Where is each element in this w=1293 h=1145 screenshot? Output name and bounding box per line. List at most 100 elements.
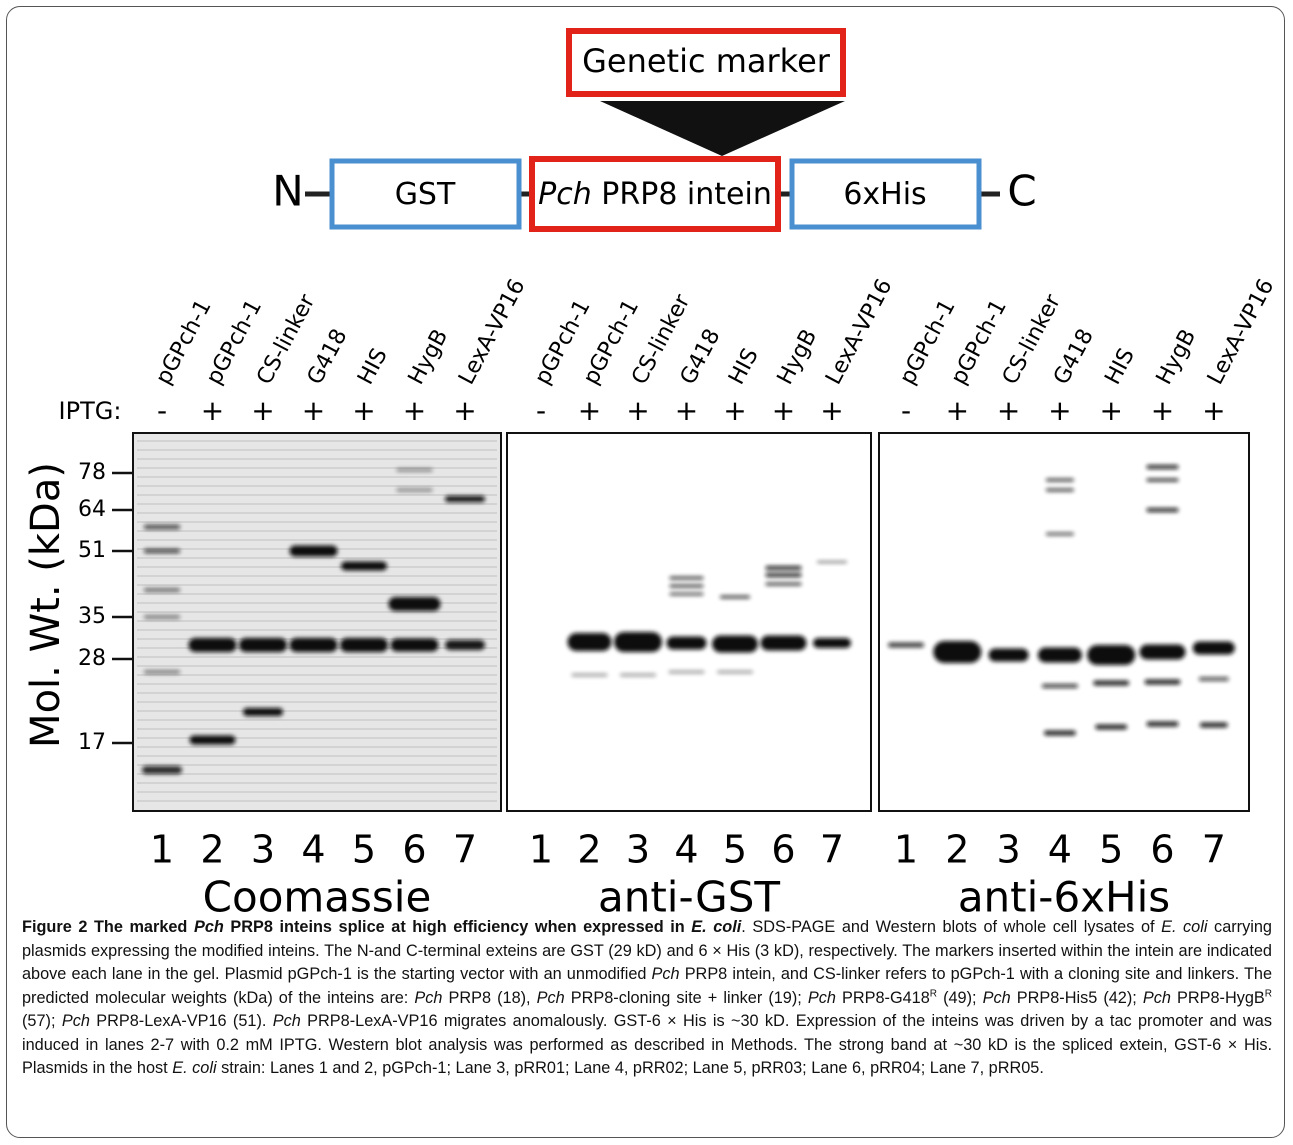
gel-band bbox=[189, 735, 236, 745]
iptg-sign: + bbox=[352, 394, 375, 427]
lane-number: 7 bbox=[820, 828, 844, 872]
caption-text: carrying plasmids expressing the modifie… bbox=[22, 918, 1272, 983]
mw-marker-label: 17 bbox=[78, 730, 106, 755]
lane-name: G418 bbox=[303, 325, 353, 389]
iptg-sign: - bbox=[901, 394, 911, 427]
lane-number: 7 bbox=[453, 828, 477, 872]
lane-name: HIS bbox=[1100, 344, 1139, 388]
gel-band bbox=[1198, 677, 1229, 681]
iptg-sign: + bbox=[1202, 394, 1225, 427]
gel-band bbox=[614, 632, 662, 652]
lane-number: 1 bbox=[150, 828, 174, 872]
lane-number: 4 bbox=[1048, 828, 1072, 872]
gel-band bbox=[1087, 645, 1136, 665]
gel-band bbox=[1045, 478, 1074, 482]
gel-band bbox=[1041, 684, 1078, 688]
caption-text: PRP8 intein, and CS-linker refers to pGP… bbox=[22, 965, 1272, 1007]
caption-text: Pch bbox=[272, 1012, 301, 1030]
lane-number: 2 bbox=[577, 828, 601, 872]
gel-band bbox=[720, 595, 750, 599]
lane-name: LexA-VP16 bbox=[1203, 275, 1279, 389]
lane-number: 5 bbox=[723, 828, 747, 872]
iptg-sign: + bbox=[626, 394, 649, 427]
gel-band bbox=[239, 638, 287, 652]
mw-axis-label: Mol. Wt. (kDa) bbox=[23, 462, 69, 748]
gel-band bbox=[1095, 724, 1128, 730]
gel-band bbox=[289, 545, 338, 557]
iptg-sign: + bbox=[1099, 394, 1122, 427]
gel-band bbox=[388, 597, 441, 611]
lane-number: 3 bbox=[997, 828, 1021, 872]
gel-band bbox=[144, 615, 180, 619]
gel-band bbox=[1037, 647, 1082, 663]
iptg-label: IPTG: bbox=[59, 397, 122, 425]
iptg-sign: + bbox=[1048, 394, 1071, 427]
gel-band bbox=[445, 640, 485, 650]
lane-name: LexA-VP16 bbox=[821, 275, 897, 389]
lane-number: 1 bbox=[529, 828, 553, 872]
lane-number: 2 bbox=[945, 828, 969, 872]
domain-label: Pch PRP8 intein bbox=[538, 177, 772, 212]
domain-label: 6xHis bbox=[843, 177, 926, 212]
gel-band bbox=[144, 670, 180, 674]
caption-text: Pch bbox=[414, 988, 443, 1007]
gel-image bbox=[506, 432, 872, 812]
lane-number: 4 bbox=[301, 828, 325, 872]
iptg-sign: + bbox=[302, 394, 325, 427]
domain-box bbox=[789, 158, 982, 230]
insert-arrow bbox=[600, 101, 845, 156]
gel-band bbox=[1045, 488, 1074, 492]
panel-title: anti-6xHis bbox=[958, 873, 1170, 913]
gel-band bbox=[1146, 721, 1179, 727]
caption-text: Pch bbox=[536, 988, 565, 1007]
lane-name: LexA-VP16 bbox=[454, 275, 530, 389]
lane-number: 5 bbox=[352, 828, 376, 872]
gel-band bbox=[669, 584, 704, 588]
gel-band bbox=[933, 641, 982, 663]
mw-marker-label: 35 bbox=[78, 604, 106, 629]
lane-name: HIS bbox=[353, 344, 392, 388]
caption-text: PRP8-cloning site + linker (19); bbox=[564, 988, 808, 1007]
gel-band bbox=[888, 642, 924, 648]
caption-text: strain: Lanes 1 and 2, pGPch-1; Lane 3, … bbox=[216, 1059, 1044, 1077]
gel-band bbox=[396, 468, 433, 472]
lane-number: 7 bbox=[1202, 828, 1226, 872]
gel-band bbox=[988, 648, 1029, 662]
lane-name: HIS bbox=[724, 344, 763, 388]
gel-band bbox=[765, 573, 802, 577]
caption-text: Pch bbox=[1142, 988, 1171, 1007]
caption-text: Pch bbox=[651, 965, 680, 983]
gel-band bbox=[390, 638, 439, 652]
iptg-sign: + bbox=[723, 394, 746, 427]
caption-text: PRP8-HygB bbox=[1170, 988, 1265, 1007]
caption-text: PRP8-G418 bbox=[835, 988, 930, 1007]
gel-band bbox=[712, 635, 758, 653]
mw-marker-label: 51 bbox=[78, 538, 106, 563]
figure-caption: Figure 2 The marked Pch PRP8 inteins spl… bbox=[22, 916, 1272, 1081]
gel-band bbox=[289, 638, 338, 652]
iptg-sign: + bbox=[251, 394, 274, 427]
iptg-sign: + bbox=[997, 394, 1020, 427]
caption-text: Pch bbox=[807, 988, 836, 1007]
gel-band bbox=[571, 673, 608, 677]
lane-number: 6 bbox=[1150, 828, 1174, 872]
gel-band bbox=[1146, 508, 1179, 512]
iptg-sign: + bbox=[946, 394, 969, 427]
gel-band bbox=[1199, 722, 1228, 728]
domain-label-part: GST bbox=[395, 177, 456, 212]
domain-label-part: Pch bbox=[538, 177, 592, 212]
gel-band bbox=[668, 670, 705, 674]
domain-label-part: PRP8 intein bbox=[592, 177, 772, 212]
lane-number: 1 bbox=[894, 828, 918, 872]
panel-title: anti-GST bbox=[598, 873, 780, 913]
iptg-sign: + bbox=[578, 394, 601, 427]
c-terminus: C bbox=[1007, 167, 1036, 216]
figure-frame bbox=[6, 6, 1285, 1138]
marker-label: Genetic marker bbox=[582, 42, 831, 80]
iptg-sign: - bbox=[536, 394, 546, 427]
mw-marker-label: 78 bbox=[78, 460, 106, 485]
gel-band bbox=[1146, 478, 1179, 482]
gel-band bbox=[144, 525, 180, 529]
caption-text: R bbox=[929, 988, 938, 1000]
